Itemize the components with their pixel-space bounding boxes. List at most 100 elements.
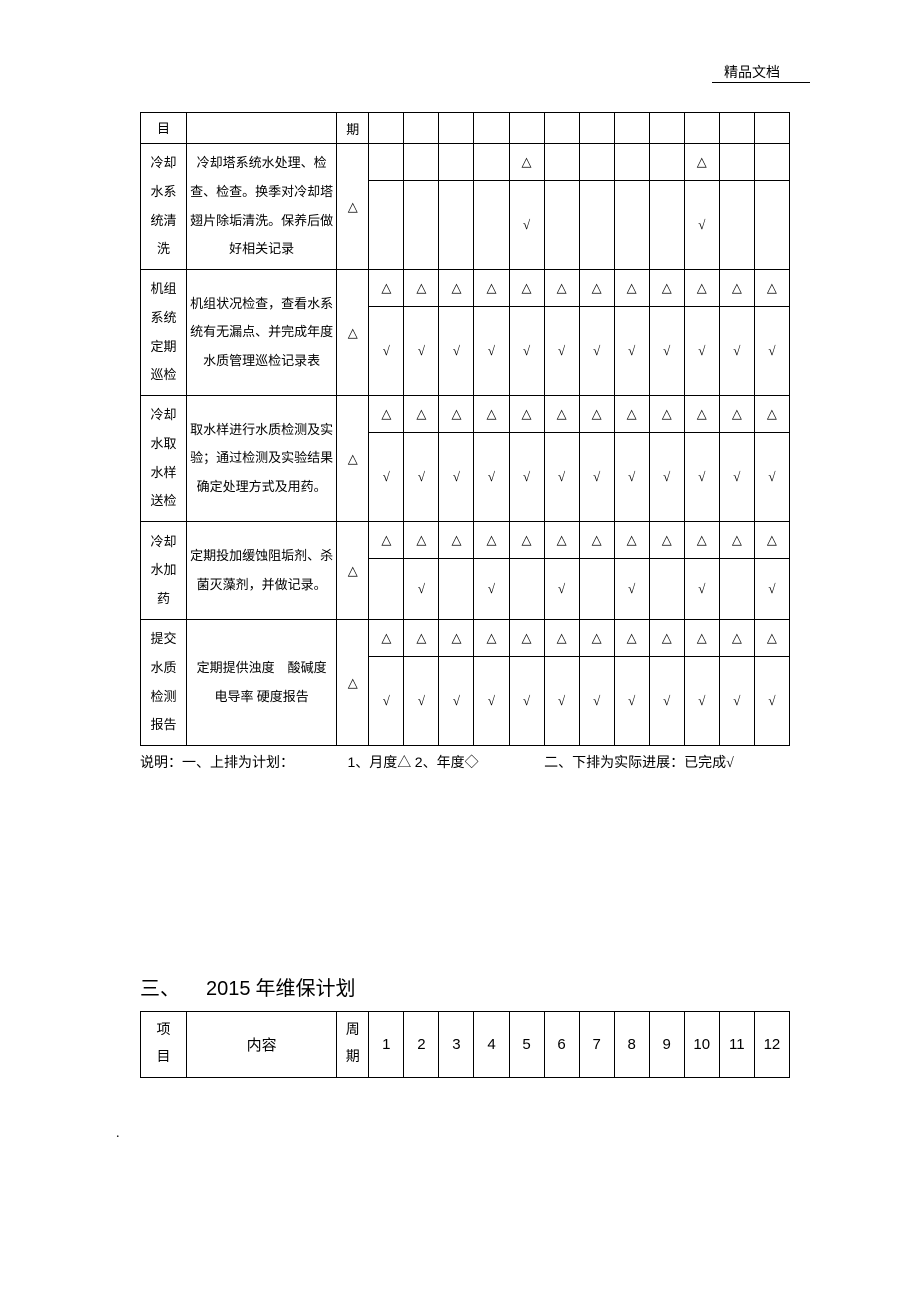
plan-cell: △ [649, 396, 684, 433]
actual-cell: √ [579, 307, 614, 396]
actual-cell: √ [614, 559, 649, 620]
plan-cell: △ [649, 620, 684, 657]
actual-cell: √ [719, 433, 754, 522]
plan-cell: △ [369, 522, 404, 559]
plan-cell: △ [404, 396, 439, 433]
maintenance-table-2: 项目 内容 周期 1 2 3 4 5 6 7 8 9 10 11 12 [140, 1011, 790, 1078]
plan-cell: △ [754, 522, 789, 559]
actual-cell: √ [474, 559, 509, 620]
header-label: 精品文档 [724, 62, 780, 82]
plan-cell: △ [614, 396, 649, 433]
plan-cell [754, 144, 789, 181]
actual-cell: √ [754, 657, 789, 746]
section-3-year: 2015 [206, 978, 251, 1000]
plan-cell: △ [579, 620, 614, 657]
table2-col-m11: 11 [719, 1012, 754, 1078]
table1-header-row: 目期 [141, 113, 790, 144]
plan-cell: △ [474, 396, 509, 433]
actual-cell: √ [404, 307, 439, 396]
actual-cell [439, 559, 474, 620]
table1-hdr-m9 [649, 113, 684, 144]
table1-hdr-m1 [369, 113, 404, 144]
actual-cell: √ [684, 433, 719, 522]
plan-cell [614, 144, 649, 181]
actual-cell: √ [474, 657, 509, 746]
project-cell: 提交水质检测报告 [141, 620, 187, 746]
plan-cell: △ [684, 620, 719, 657]
table1-hdr-m5 [509, 113, 544, 144]
plan-cell: △ [754, 270, 789, 307]
actual-cell: √ [544, 433, 579, 522]
actual-cell: √ [439, 307, 474, 396]
plan-cell: △ [719, 522, 754, 559]
actual-cell: √ [509, 657, 544, 746]
plan-cell: △ [439, 522, 474, 559]
plan-cell: △ [614, 270, 649, 307]
actual-cell: √ [369, 307, 404, 396]
actual-cell: √ [544, 307, 579, 396]
actual-cell: √ [684, 657, 719, 746]
plan-cell: △ [719, 620, 754, 657]
table-row-plan: 冷却水系统清洗冷却塔系统水处理、检查、检查。换季对冷却塔翅片除垢清洗。保养后做好… [141, 144, 790, 181]
project-cell: 机组系统定期巡检 [141, 270, 187, 396]
actual-cell: √ [614, 433, 649, 522]
section-3-num: 三、 [140, 978, 180, 1000]
table1-hdr-period: 期 [337, 113, 369, 144]
note-seg2: 1、月度△ 2、年度◇ [348, 752, 479, 772]
plan-cell: △ [579, 396, 614, 433]
table-row-plan: 提交水质检测报告定期提供浊度 酸碱度 电导率 硬度报告△△△△△△△△△△△△△ [141, 620, 790, 657]
table2-col-m1: 1 [369, 1012, 404, 1078]
plan-cell: △ [649, 270, 684, 307]
actual-cell [369, 181, 404, 270]
maintenance-table-1: 目期冷却水系统清洗冷却塔系统水处理、检查、检查。换季对冷却塔翅片除垢清洗。保养后… [140, 112, 790, 746]
table2-col-content: 内容 [187, 1012, 337, 1078]
section-3-title: 三、2015 年维保计划 [140, 972, 790, 1001]
actual-cell: √ [719, 307, 754, 396]
actual-cell: √ [649, 433, 684, 522]
table2-col-m5: 5 [509, 1012, 544, 1078]
actual-cell [614, 181, 649, 270]
actual-cell: √ [754, 433, 789, 522]
plan-cell: △ [544, 522, 579, 559]
content-cell: 取水样进行水质检测及实验；通过检测及实验结果确定处理方式及用药。 [187, 396, 337, 522]
actual-cell: √ [614, 657, 649, 746]
plan-cell: △ [509, 270, 544, 307]
actual-cell: √ [649, 307, 684, 396]
plan-cell: △ [614, 522, 649, 559]
actual-cell [369, 559, 404, 620]
plan-cell: △ [369, 396, 404, 433]
plan-cell: △ [754, 620, 789, 657]
actual-cell: √ [579, 433, 614, 522]
table2-col-m7: 7 [579, 1012, 614, 1078]
period-cell: △ [337, 144, 369, 270]
plan-cell: △ [684, 270, 719, 307]
plan-cell: △ [614, 620, 649, 657]
period-cell: △ [337, 620, 369, 746]
content-cell: 冷却塔系统水处理、检查、检查。换季对冷却塔翅片除垢清洗。保养后做好相关记录 [187, 144, 337, 270]
plan-cell: △ [719, 270, 754, 307]
actual-cell [544, 181, 579, 270]
actual-cell: √ [404, 657, 439, 746]
period-cell: △ [337, 522, 369, 620]
actual-cell: √ [684, 559, 719, 620]
plan-cell [474, 144, 509, 181]
actual-cell: √ [509, 433, 544, 522]
plan-cell: △ [544, 396, 579, 433]
actual-cell: √ [544, 657, 579, 746]
actual-cell: √ [509, 181, 544, 270]
plan-cell: △ [404, 522, 439, 559]
table-row-plan: 机组系统定期巡检机组状况检查，查看水系统有无漏点、并完成年度水质管理巡检记录表△… [141, 270, 790, 307]
actual-cell [754, 181, 789, 270]
table1-hdr-m7 [579, 113, 614, 144]
plan-cell: △ [509, 396, 544, 433]
table1-hdr-m12 [754, 113, 789, 144]
actual-cell: √ [684, 181, 719, 270]
table2-col-period: 周期 [337, 1012, 369, 1078]
actual-cell [474, 181, 509, 270]
table1-hdr-m2 [404, 113, 439, 144]
actual-cell: √ [649, 657, 684, 746]
period-cell: △ [337, 270, 369, 396]
actual-cell: √ [544, 559, 579, 620]
plan-cell: △ [474, 620, 509, 657]
plan-cell: △ [684, 396, 719, 433]
